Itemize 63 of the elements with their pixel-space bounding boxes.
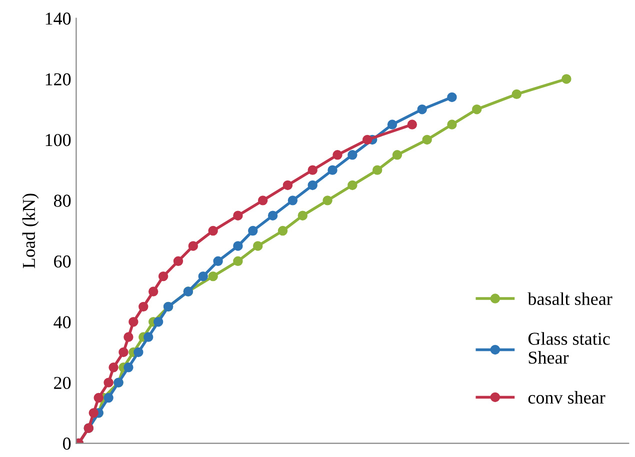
point (268, 210, 278, 220)
point (348, 150, 358, 160)
point (104, 378, 114, 388)
point (298, 210, 308, 220)
y-tick-label: 120 (46, 73, 71, 86)
point (208, 226, 218, 236)
point (362, 134, 372, 145)
point (258, 196, 268, 206)
point (144, 332, 154, 342)
point (104, 392, 114, 403)
y-tick-label: 140 (46, 12, 71, 25)
y-tick-label: 100 (46, 134, 71, 146)
point (118, 347, 128, 358)
point (472, 104, 482, 114)
point (233, 256, 243, 266)
point (124, 332, 134, 342)
point (134, 347, 144, 358)
point (308, 165, 318, 175)
point (108, 362, 118, 372)
point (348, 180, 358, 190)
point (188, 241, 198, 251)
y-axis-title: Load (kN) (22, 194, 39, 268)
point (372, 165, 382, 175)
point (562, 74, 572, 84)
point (213, 256, 223, 266)
point (124, 362, 134, 372)
point (278, 226, 288, 236)
point (233, 241, 243, 251)
point (447, 120, 457, 130)
point (173, 256, 184, 266)
legend-label: Glass static Shear (528, 332, 610, 364)
point (198, 271, 208, 282)
point (422, 134, 432, 145)
point (288, 196, 298, 206)
point (248, 226, 258, 236)
point (233, 210, 243, 220)
point (417, 104, 427, 114)
point (322, 196, 332, 206)
point (148, 286, 158, 296)
point (158, 271, 168, 282)
point (88, 408, 98, 418)
point (407, 120, 418, 130)
point (138, 302, 148, 312)
y-tick-label: 40 (54, 316, 71, 328)
y-tick-label: 80 (54, 194, 71, 207)
y-tick-label: 20 (54, 376, 71, 390)
point (387, 120, 398, 130)
point (128, 316, 138, 327)
point (253, 241, 263, 251)
point (208, 271, 218, 282)
point (447, 92, 457, 102)
point (282, 180, 293, 190)
point (153, 316, 164, 327)
point (94, 392, 104, 403)
y-tick-label: 60 (54, 255, 71, 268)
point (328, 165, 338, 175)
legend-label: basalt shear (528, 292, 612, 306)
y-tick-label: 0 (63, 438, 71, 450)
point (392, 150, 402, 160)
point (308, 180, 318, 190)
point (332, 150, 342, 160)
point (512, 89, 522, 100)
legend-label: conv shear (528, 390, 606, 404)
